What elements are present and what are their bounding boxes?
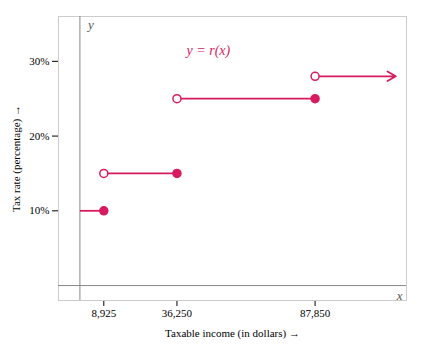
svg-text:8,925: 8,925 <box>91 307 116 319</box>
svg-text:20%: 20% <box>29 130 49 142</box>
svg-text:Tax rate (percentage) →: Tax rate (percentage) → <box>10 105 23 212</box>
svg-text:y = r(x): y = r(x) <box>185 43 231 59</box>
svg-text:10%: 10% <box>29 204 49 216</box>
svg-text:36,250: 36,250 <box>162 307 193 319</box>
svg-text:Taxable income (in dollars) →: Taxable income (in dollars) → <box>165 327 300 340</box>
svg-text:x: x <box>396 288 403 303</box>
svg-text:87,850: 87,850 <box>300 307 331 319</box>
svg-text:30%: 30% <box>29 55 49 67</box>
svg-text:y: y <box>86 17 94 32</box>
